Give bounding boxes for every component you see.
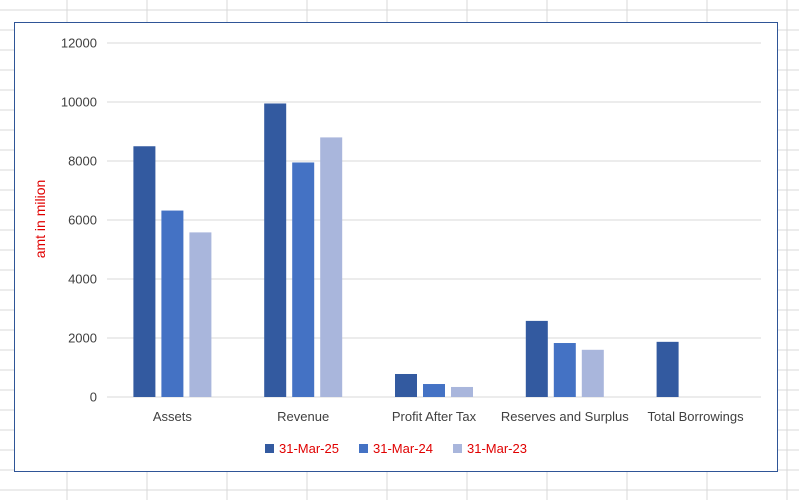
y-axis-ticks: 0 2000 4000 6000 8000 10000 12000	[61, 36, 97, 405]
y-tick-label: 6000	[68, 213, 97, 228]
category-label: Total Borrowings	[648, 409, 745, 424]
bar[interactable]	[320, 137, 343, 397]
bar[interactable]	[553, 343, 576, 397]
chart-area[interactable]: 0 2000 4000 6000 8000 10000 12000 Assets Revenu…	[14, 22, 778, 472]
legend-swatch	[359, 444, 368, 453]
y-tick-label: 12000	[61, 36, 97, 51]
gridlines	[107, 42, 761, 398]
bar[interactable]	[189, 232, 212, 397]
legend-item[interactable]: 31-Mar-25	[265, 441, 339, 456]
legend-label: 31-Mar-23	[467, 441, 527, 456]
bars	[133, 103, 679, 397]
bar-chart: 0 2000 4000 6000 8000 10000 12000 Assets Revenu…	[32, 36, 761, 456]
y-axis-label: amt in milion	[32, 180, 48, 259]
bar[interactable]	[395, 373, 417, 397]
legend-item[interactable]: 31-Mar-23	[453, 441, 527, 456]
legend-swatch	[265, 444, 274, 453]
y-tick-label: 8000	[68, 154, 97, 169]
category-label: Reserves and Surplus	[501, 409, 629, 424]
bar[interactable]	[133, 146, 156, 397]
legend-label: 31-Mar-25	[279, 441, 339, 456]
category-label: Profit After Tax	[392, 409, 477, 424]
category-label: Assets	[153, 409, 193, 424]
category-label: Revenue	[277, 409, 329, 424]
legend-swatch	[453, 444, 462, 453]
bar[interactable]	[161, 210, 184, 397]
legend-label: 31-Mar-24	[373, 441, 433, 456]
bar[interactable]	[581, 349, 604, 397]
y-tick-label: 0	[90, 390, 97, 405]
y-tick-label: 2000	[68, 331, 97, 346]
y-tick-label: 10000	[61, 95, 97, 110]
bar[interactable]	[656, 341, 679, 397]
bar[interactable]	[264, 103, 287, 397]
x-axis-categories: Assets Revenue Profit After Tax Reserves an…	[153, 409, 744, 424]
y-tick-label: 4000	[68, 272, 97, 287]
bar[interactable]	[423, 384, 445, 397]
legend[interactable]: 31-Mar-25 31-Mar-24 31-Mar-23	[265, 441, 527, 456]
legend-item[interactable]: 31-Mar-24	[359, 441, 433, 456]
bar[interactable]	[525, 320, 548, 397]
bar[interactable]	[292, 162, 315, 397]
bar[interactable]	[451, 386, 473, 397]
